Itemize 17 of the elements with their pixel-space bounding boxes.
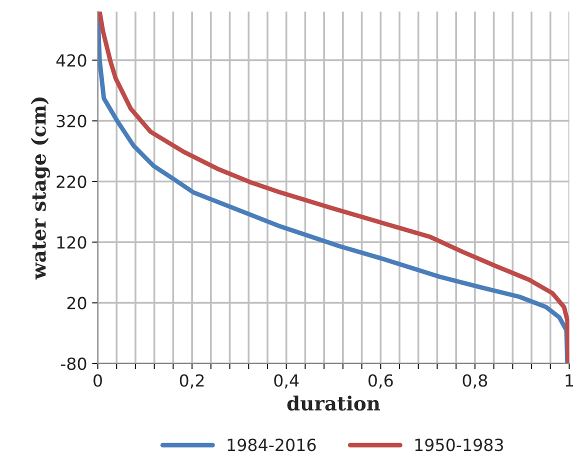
y-axis-title: water stage (cm) (30, 98, 50, 280)
y-tick-label: 320 (56, 114, 86, 128)
x-tick-label: 0,6 (368, 374, 393, 388)
x-tick-label: 0 (94, 374, 102, 387)
x-tick-label: 0,2 (180, 374, 204, 388)
line-series (98, 12, 570, 364)
x-tick-label: 1 (566, 374, 574, 387)
x-tick-label: 0,4 (274, 374, 299, 388)
legend-label: 1984-2016 (228, 438, 316, 452)
legend-label: 1950-1983 (415, 438, 504, 452)
y-tick-label: 120 (57, 236, 86, 249)
y-tick-label: 220 (56, 175, 86, 188)
y-tick-label: 20 (67, 296, 86, 310)
y-tick-label: -80 (60, 357, 86, 370)
x-axis-title: duration (287, 396, 380, 411)
y-tick-label: 420 (56, 54, 86, 67)
x-tick-label: 0,8 (462, 374, 488, 388)
